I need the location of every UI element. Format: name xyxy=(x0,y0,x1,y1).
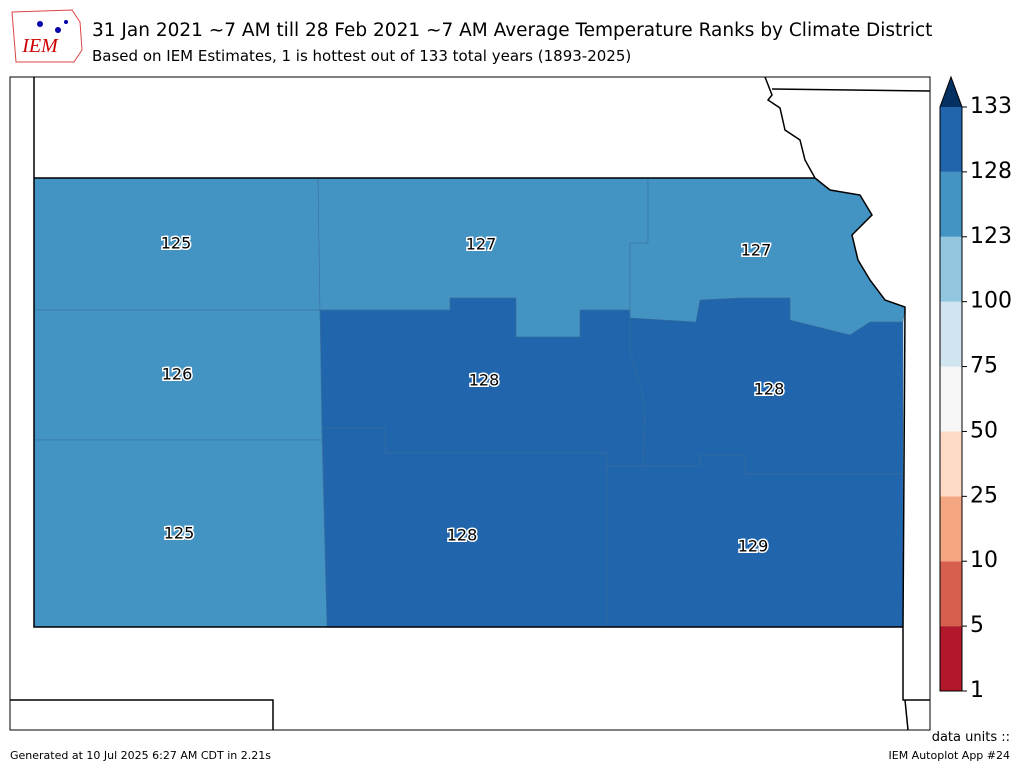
colorbar-extend xyxy=(940,77,962,107)
generated-note: Generated at 10 Jul 2025 6:27 AM CDT in … xyxy=(10,749,271,762)
district-label: 127 xyxy=(741,241,772,260)
district-label: 128 xyxy=(469,371,500,390)
colorbar-bin xyxy=(940,496,962,562)
colorbar-tick-label: 123 xyxy=(970,224,1012,249)
district-label: 128 xyxy=(754,380,785,399)
district-label: 127 xyxy=(466,235,497,254)
colorbar-bin xyxy=(940,366,962,432)
district-label: 125 xyxy=(164,524,195,543)
colorbar-tick-label: 128 xyxy=(970,159,1012,184)
colorbar-tick-label: 1 xyxy=(970,678,984,703)
colorbar: 1 5 10 25 50 75 100 123 128 133 xyxy=(939,75,1012,703)
district-label: 126 xyxy=(162,365,193,384)
logo-text: IEM xyxy=(21,35,59,57)
title: 31 Jan 2021 ~7 AM till 28 Feb 2021 ~7 AM… xyxy=(92,20,932,41)
colorbar-bin xyxy=(940,236,962,302)
colorbar-outline xyxy=(939,75,963,692)
colorbar-tick-label: 50 xyxy=(970,418,998,443)
colorbar-tick-label: 5 xyxy=(970,613,984,638)
colorbar-tick-label: 133 xyxy=(970,94,1012,119)
colorbar-bin xyxy=(940,107,962,172)
district-labels: 125 127 127 126 128 128 125 128 129 xyxy=(159,232,786,557)
district-label: 129 xyxy=(738,537,769,556)
colorbar-tick-label: 100 xyxy=(970,289,1012,314)
colorbar-bin xyxy=(940,626,962,691)
colorbar-tick-label: 75 xyxy=(970,354,998,379)
district xyxy=(629,297,904,475)
subtitle: Based on IEM Estimates, 1 is hottest out… xyxy=(92,47,631,65)
app-note: IEM Autoplot App #24 xyxy=(889,749,1011,762)
colorbar-bin xyxy=(940,301,962,367)
district-label: 128 xyxy=(447,526,478,545)
borders xyxy=(10,76,931,731)
colorbar-bin xyxy=(940,561,962,627)
logo: IEM xyxy=(11,9,83,63)
colorbar-bin xyxy=(940,171,962,237)
units-label: data units :: xyxy=(932,730,1010,745)
colorbar-bin xyxy=(940,431,962,497)
colorbar-tick-label: 25 xyxy=(970,483,998,508)
colorbar-tick-label: 10 xyxy=(970,548,998,573)
district-label: 125 xyxy=(161,234,192,253)
districts xyxy=(33,177,906,628)
